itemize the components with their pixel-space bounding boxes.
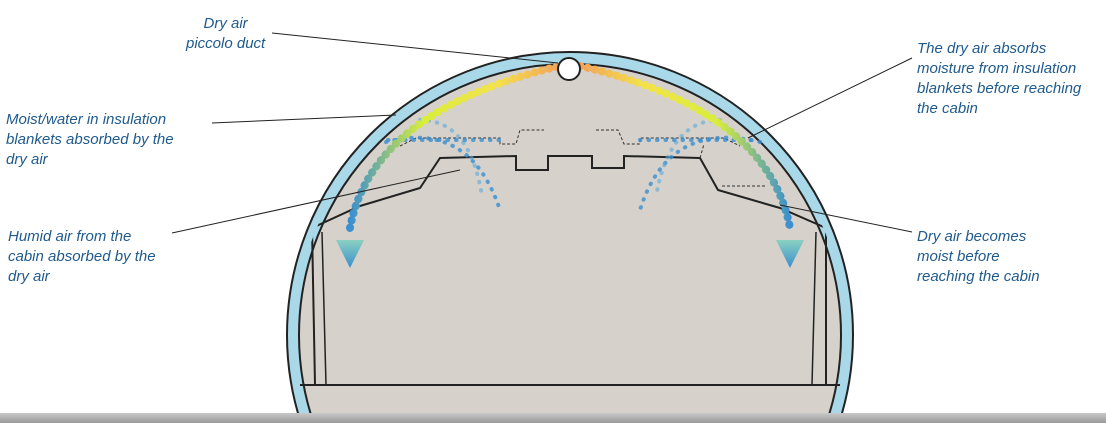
piccolo-duct-label: Dry air piccolo duct — [186, 15, 266, 52]
airflow-arrow-icon — [336, 240, 804, 268]
leader-lines — [171, 32, 913, 234]
absorbs-moisture-label: The dry air absorbs moisture from insula… — [917, 40, 1082, 117]
dry-air-arc — [346, 62, 794, 232]
fuselage-skin — [286, 51, 854, 423]
moist-insulation-label: Moist/water in insulation blankets absor… — [6, 111, 174, 168]
footer-bar — [0, 413, 1106, 423]
humid-air-label: Humid air from the cabin absorbed by the… — [8, 228, 156, 285]
becomes-moist-label: Dry air becomes moist before reaching th… — [917, 228, 1040, 285]
piccolo-duct-icon — [557, 57, 581, 81]
